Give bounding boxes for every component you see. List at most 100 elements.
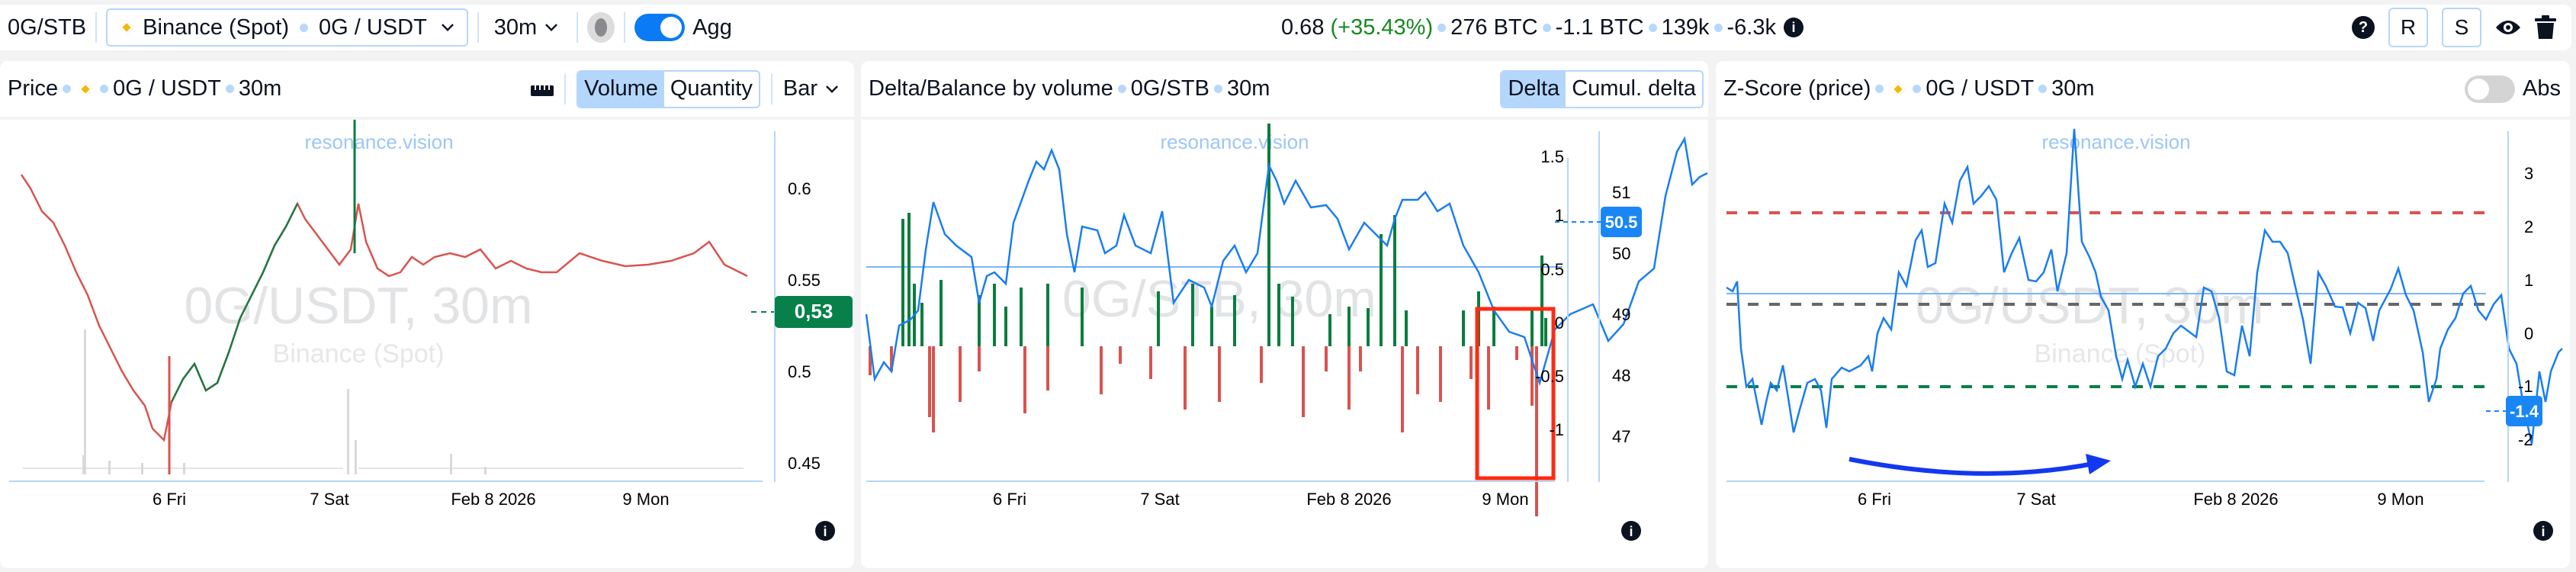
chevron-down-icon bbox=[441, 19, 454, 31]
info-icon-glyph: i bbox=[1629, 524, 1633, 539]
volume-quantity-toggle: Volume Quantity bbox=[577, 69, 760, 108]
y-tick-left: 1.5 bbox=[1540, 147, 1564, 166]
chevron-down-icon bbox=[826, 80, 838, 93]
separator-dot bbox=[299, 23, 308, 32]
abs-toggle[interactable] bbox=[2465, 75, 2516, 103]
y-tick: 0 bbox=[2524, 324, 2533, 343]
delta-bars-positive bbox=[901, 124, 1547, 346]
agg-label: Agg bbox=[692, 14, 732, 40]
price-series bbox=[20, 174, 748, 442]
chart-type-selector[interactable]: Bar bbox=[783, 76, 842, 101]
y-tick: -1 bbox=[2518, 377, 2533, 396]
agg-toggle[interactable] bbox=[634, 14, 686, 41]
binance-logo-icon bbox=[1890, 81, 1906, 98]
last-value-badge bbox=[1601, 207, 1642, 237]
timeframe-selector[interactable]: 30m bbox=[488, 15, 567, 40]
y-tick-right: 51 bbox=[1612, 183, 1630, 202]
brand-watermark: resonance.vision bbox=[2041, 130, 2190, 153]
divider bbox=[577, 12, 579, 43]
arrow-head-icon bbox=[2086, 454, 2111, 474]
last-price-badge bbox=[775, 296, 853, 328]
right-tools: ? R S bbox=[2352, 8, 2556, 47]
zscore-line bbox=[1726, 128, 2563, 445]
separator-dot bbox=[1117, 85, 1126, 93]
info-icon[interactable] bbox=[2533, 521, 2553, 541]
quantity-tab[interactable]: Quantity bbox=[670, 76, 753, 101]
arrow-annotation bbox=[1848, 457, 2098, 476]
help-icon[interactable]: ? bbox=[2352, 16, 2375, 39]
panel-timeframe: 30m bbox=[238, 76, 282, 101]
delta-mode-toggle: Delta Cumul. delta bbox=[1500, 69, 1704, 108]
separator-dot bbox=[1437, 23, 1447, 32]
y-tick: 0.5 bbox=[788, 362, 811, 381]
y-tick: 0.45 bbox=[788, 454, 821, 473]
divider bbox=[95, 12, 98, 43]
trash-icon[interactable] bbox=[2535, 15, 2556, 40]
y-tick-left: -1 bbox=[1549, 420, 1564, 439]
trades-delta: -6.3k bbox=[1726, 14, 1776, 40]
s-button[interactable]: S bbox=[2442, 8, 2481, 47]
panel-pair: 0G / USDT bbox=[113, 76, 221, 101]
pair-label: 0G / USDT bbox=[318, 14, 427, 40]
x-tick: 9 Mon bbox=[1482, 490, 1528, 509]
delta-btc: -1.1 BTC bbox=[1555, 14, 1644, 40]
y-tick-right: 48 bbox=[1612, 366, 1630, 385]
delta-chart[interactable]: 0G/STB, 30m resonance.vision bbox=[861, 120, 1708, 568]
last-value: -1.4 bbox=[2510, 402, 2539, 421]
last-price-value: 0,53 bbox=[795, 300, 834, 323]
brand-watermark: resonance.vision bbox=[1160, 130, 1309, 153]
zscore-chart[interactable]: 0G/USDT, 30m Binance (Spot) resonance.vi… bbox=[1716, 120, 2570, 568]
brand-watermark: resonance.vision bbox=[304, 130, 453, 153]
x-tick: 7 Sat bbox=[1140, 490, 1179, 509]
cumul-delta-tab[interactable]: Cumul. delta bbox=[1572, 76, 1696, 101]
price-chart[interactable]: 0G/USDT, 30m Binance (Spot) resonance.vi… bbox=[0, 120, 854, 568]
separator-dot bbox=[1648, 23, 1657, 32]
eye-icon[interactable] bbox=[2495, 18, 2521, 37]
watermark-sub: Binance (Spot) bbox=[2035, 339, 2206, 368]
info-icon[interactable] bbox=[1621, 521, 1641, 541]
price-change: (+35.43%) bbox=[1330, 14, 1434, 40]
panel-pair: 0G / USDT bbox=[1926, 76, 2035, 101]
last-value-badge bbox=[2506, 396, 2542, 426]
divider bbox=[624, 12, 626, 43]
y-tick: -2 bbox=[2518, 430, 2533, 449]
record-icon bbox=[595, 18, 608, 37]
abs-label: Abs bbox=[2523, 76, 2561, 101]
separator-dot bbox=[1913, 85, 1922, 93]
panel-timeframe: 30m bbox=[1226, 76, 1270, 101]
separator-dot bbox=[1213, 85, 1222, 93]
x-tick: 9 Mon bbox=[622, 490, 669, 509]
panel-pair: 0G/STB bbox=[1130, 76, 1209, 101]
x-tick: 6 Fri bbox=[1858, 490, 1891, 509]
x-tick: 6 Fri bbox=[993, 490, 1026, 509]
y-tick-left: 1 bbox=[1555, 206, 1564, 225]
y-tick-right: 49 bbox=[1612, 305, 1630, 324]
x-tick: Feb 8 2026 bbox=[1306, 490, 1391, 509]
info-icon[interactable] bbox=[815, 521, 835, 541]
x-tick: 7 Sat bbox=[310, 490, 348, 509]
watermark: 0G/USDT, 30m bbox=[184, 277, 532, 335]
symbol-label: 0G/STB bbox=[8, 14, 87, 40]
record-button[interactable] bbox=[587, 12, 615, 43]
delta-tab[interactable]: Delta bbox=[1502, 71, 1566, 107]
price-series-up bbox=[170, 203, 299, 403]
separator-dot bbox=[1542, 23, 1551, 32]
last-value: 50.5 bbox=[1605, 213, 1638, 232]
x-tick: 6 Fri bbox=[153, 490, 186, 509]
info-icon-glyph: i bbox=[823, 524, 827, 539]
chevron-down-icon bbox=[545, 19, 558, 31]
delta-bars-negative bbox=[869, 346, 1538, 516]
volume-tab[interactable]: Volume bbox=[578, 71, 664, 107]
exchange-pair-selector[interactable]: Binance (Spot) 0G / USDT bbox=[106, 8, 468, 47]
ruler-icon[interactable] bbox=[531, 82, 554, 96]
binance-logo-icon bbox=[118, 19, 135, 36]
separator-dot bbox=[100, 85, 109, 93]
panel-timeframe: 30m bbox=[2051, 76, 2095, 101]
r-button[interactable]: R bbox=[2388, 8, 2428, 47]
balance-line bbox=[865, 136, 1708, 387]
binance-logo-icon bbox=[77, 81, 94, 98]
exchange-label: Binance (Spot) bbox=[143, 14, 289, 40]
info-icon[interactable]: i bbox=[1783, 18, 1804, 37]
panel-title: Delta/Balance by volume bbox=[869, 76, 1113, 101]
x-tick: Feb 8 2026 bbox=[451, 490, 535, 509]
